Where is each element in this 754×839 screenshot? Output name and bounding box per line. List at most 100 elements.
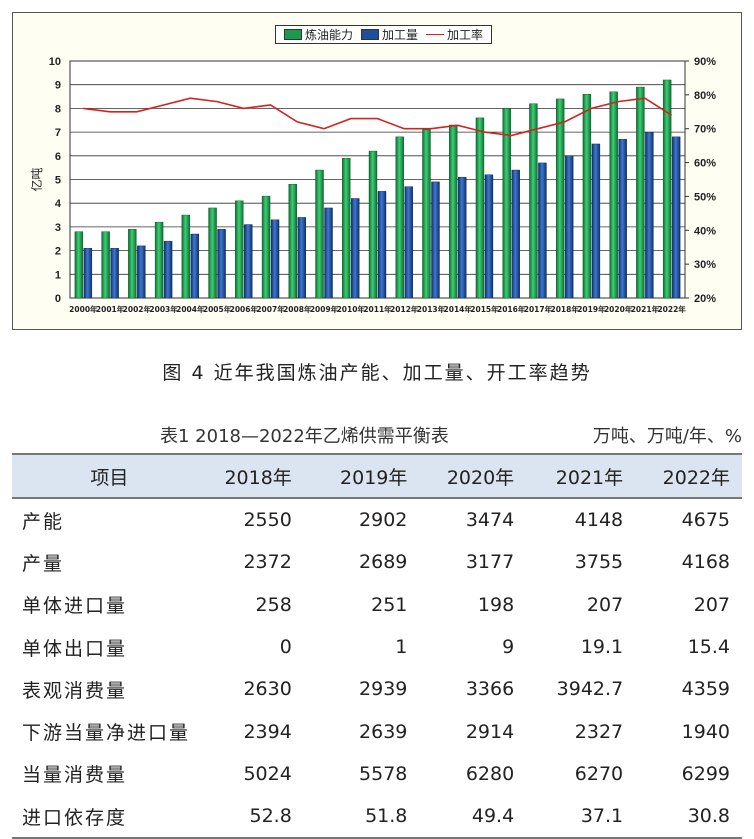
bar-capacity (529, 104, 537, 298)
table-cell: 3474 (419, 498, 526, 541)
x-tick-label: 2016年 (497, 304, 526, 314)
table-cell: 3942.7 (526, 668, 635, 710)
table-cell: 4168 (635, 541, 742, 583)
table-cell: 2394 (206, 710, 304, 752)
x-tick-label: 2017年 (524, 304, 553, 314)
x-tick-label: 2020年 (604, 304, 633, 314)
figure-caption: 图 4 近年我国炼油产能、加工量、开工率趋势 (0, 358, 754, 385)
bar-capacity (503, 108, 511, 298)
bar-capacity (422, 130, 430, 298)
table-cell: 2550 (206, 498, 304, 541)
bar-throughput (565, 156, 573, 298)
table-cell: 207 (526, 584, 635, 626)
x-tick-label: 2004年 (176, 304, 205, 314)
bar-capacity (75, 232, 83, 298)
row-label: 产量 (12, 541, 206, 583)
y2-tick-label: 80% (694, 90, 716, 102)
bar-capacity (209, 208, 217, 298)
y-tick-label: 2 (55, 246, 61, 258)
y-tick-label: 7 (55, 127, 61, 139)
bar-capacity (556, 99, 564, 298)
row-label: 单体进口量 (12, 584, 206, 626)
y-tick-label: 8 (55, 103, 61, 115)
bar-throughput (191, 234, 199, 298)
table-cell: 2327 (526, 710, 635, 752)
row-label: 单体出口量 (12, 626, 206, 668)
bar-capacity (289, 184, 297, 298)
bar-throughput (351, 198, 359, 298)
bar-throughput (244, 225, 252, 298)
table-cell: 19.1 (526, 626, 635, 668)
bar-throughput (137, 246, 145, 298)
legend-item-rate: 加工率 (426, 26, 483, 43)
table-cell: 251 (304, 584, 420, 626)
y2-tick-label: 60% (694, 158, 716, 170)
table-cell: 3366 (419, 668, 526, 710)
bar-capacity (262, 196, 270, 298)
bar-throughput (378, 191, 386, 298)
x-tick-label: 2005年 (203, 304, 232, 314)
table-cell: 37.1 (526, 795, 635, 838)
bar-throughput (218, 229, 226, 298)
table-cell: 3177 (419, 541, 526, 583)
y-tick-label: 4 (55, 198, 62, 210)
y2-tick-label: 30% (694, 259, 716, 271)
table-cell: 51.8 (304, 795, 420, 838)
bar-throughput (164, 241, 172, 298)
header-2019: 2019年 (304, 454, 420, 498)
header-item: 项目 (12, 454, 206, 498)
table-unit: 万吨、万吨/年、% (593, 422, 742, 448)
bar-throughput (538, 163, 546, 298)
y2-tick-label: 70% (694, 124, 716, 136)
bar-throughput (645, 132, 653, 298)
x-tick-label: 2013年 (417, 304, 446, 314)
bar-capacity (342, 158, 350, 298)
bar-capacity (316, 170, 324, 298)
y-tick-label: 5 (55, 175, 61, 187)
x-tick-label: 2003年 (149, 304, 178, 314)
table-cell: 2372 (206, 541, 304, 583)
table-cell: 1940 (635, 710, 742, 752)
table-cell: 198 (419, 584, 526, 626)
x-tick-label: 2002年 (123, 304, 152, 314)
table-cell: 4148 (526, 498, 635, 541)
legend-swatch-capacity (284, 29, 302, 40)
header-2021: 2021年 (526, 454, 635, 498)
legend-label-rate: 加工率 (447, 26, 483, 43)
row-label: 进口依存度 (12, 795, 206, 838)
bar-throughput (672, 137, 680, 298)
bar-throughput (298, 217, 306, 298)
bar-capacity (182, 215, 190, 298)
legend-item-capacity: 炼油能力 (284, 26, 353, 43)
bar-capacity (369, 151, 377, 298)
y-tick-label: 1 (55, 269, 61, 281)
bar-capacity (155, 222, 163, 298)
bar-capacity (449, 125, 457, 298)
x-tick-label: 2014年 (444, 304, 473, 314)
x-tick-label: 2008年 (283, 304, 312, 314)
row-label: 下游当量净进口量 (12, 710, 206, 752)
table-cell: 0 (206, 626, 304, 668)
legend-item-throughput: 加工量 (361, 26, 418, 43)
row-label: 产能 (12, 498, 206, 541)
header-2022: 2022年 (635, 454, 742, 498)
table-cell: 2639 (304, 710, 420, 752)
table-cell: 207 (635, 584, 742, 626)
bar-capacity (636, 87, 644, 298)
legend-swatch-rate (426, 34, 444, 35)
table-cell: 4359 (635, 668, 742, 710)
x-tick-label: 2006年 (230, 304, 259, 314)
y2-tick-label: 50% (694, 191, 716, 203)
table-cell: 5024 (206, 753, 304, 795)
table-cell: 5578 (304, 753, 420, 795)
x-tick-label: 2012年 (390, 304, 419, 314)
y2-tick-label: 40% (694, 225, 716, 237)
bar-capacity (235, 201, 243, 298)
